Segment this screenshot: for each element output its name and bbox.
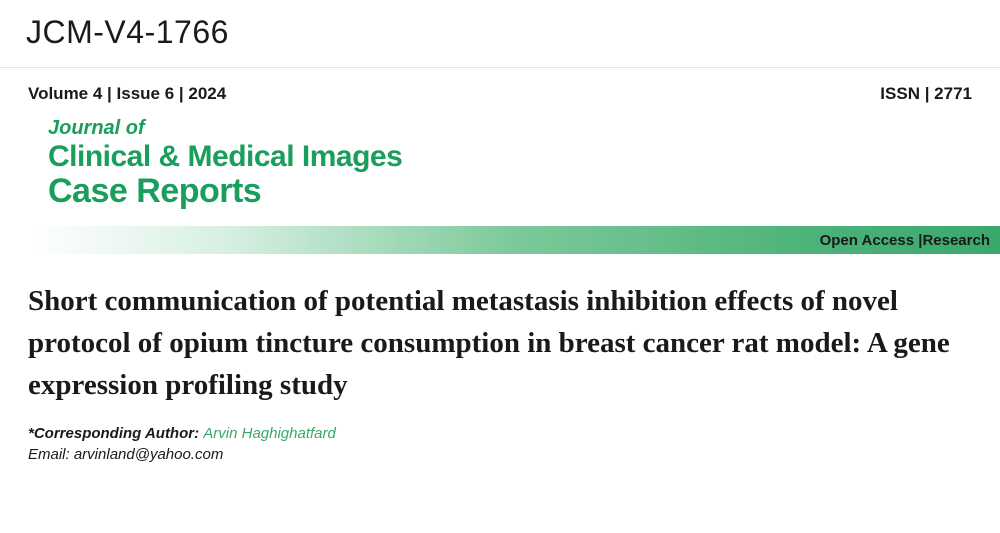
- corresponding-author: *Corresponding Author: Arvin Haghighatfa…: [28, 425, 972, 442]
- issn: ISSN | 2771: [880, 84, 972, 104]
- author-name: Arvin Haghighatfard: [203, 425, 336, 442]
- article-title: Short communication of potential metasta…: [28, 280, 972, 406]
- volume-issue: Volume 4 | Issue 6 | 2024: [28, 84, 226, 104]
- article-title-block: Short communication of potential metasta…: [0, 254, 1000, 406]
- corresponding-label: *Corresponding Author:: [28, 425, 203, 442]
- email-value: arvinland@yahoo.com: [74, 446, 223, 463]
- journal-title-block: Journal of Clinical & Medical Images Cas…: [0, 104, 1000, 210]
- author-block: *Corresponding Author: Arvin Haghighatfa…: [0, 407, 1000, 463]
- document-header: JCM-V4-1766: [0, 0, 1000, 68]
- journal-name: Clinical & Medical Images: [48, 140, 952, 173]
- journal-subtitle: Case Reports: [48, 173, 952, 210]
- journal-prefix: Journal of: [48, 118, 952, 138]
- journal-meta-row: Volume 4 | Issue 6 | 2024 ISSN | 2771: [0, 68, 1000, 104]
- access-text: Open Access |Research: [820, 232, 990, 249]
- author-email: Email: arvinland@yahoo.com: [28, 446, 972, 463]
- document-id: JCM-V4-1766: [26, 14, 974, 51]
- email-label: Email:: [28, 446, 74, 463]
- access-bar: Open Access |Research: [28, 226, 1000, 254]
